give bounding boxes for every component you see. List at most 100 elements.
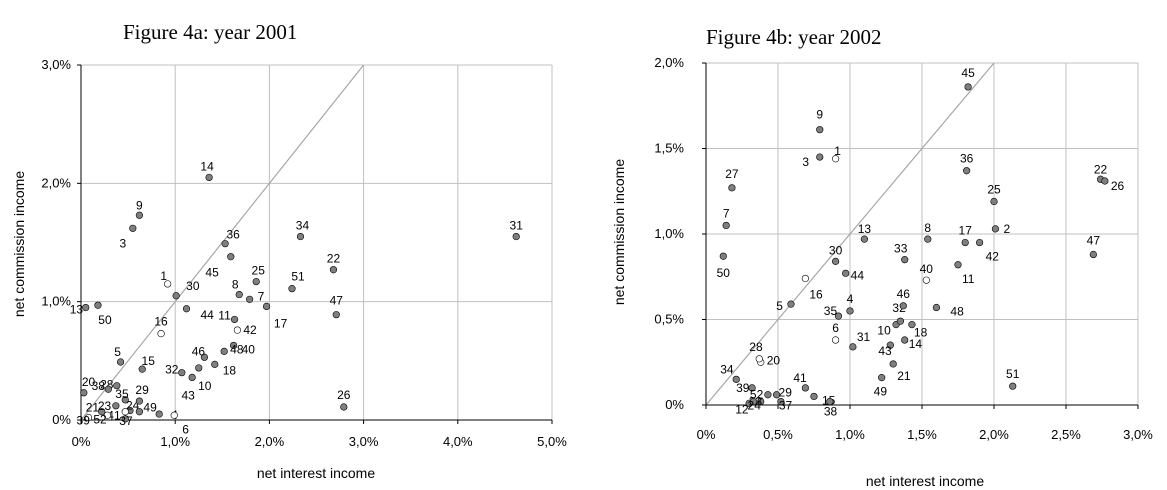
figure-4b-point-label-18: 18: [914, 326, 928, 340]
figure-4a-point-label-25: 25: [252, 264, 266, 278]
figure-4b-point-32: [896, 317, 905, 325]
figure-4a-point-23: [112, 402, 120, 410]
figure-4a-point-label-50: 50: [98, 313, 112, 327]
figure-4a-point-label-10: 10: [198, 379, 212, 393]
figure-4b-point-label-6: 6: [832, 321, 839, 335]
figure-4b-point-label-27: 27: [725, 167, 739, 181]
figure-4b-y-tick-label: 1,5%: [654, 141, 684, 156]
figure-4a-point-13: [82, 303, 90, 312]
figure-4a-point-label-29: 29: [135, 383, 149, 397]
figure-4a-point-label-17: 17: [274, 316, 288, 330]
figure-4a-point-15: [138, 365, 146, 373]
figure-4a-point-label-39: 39: [77, 414, 91, 428]
figure-4b-y-tick-label: 1,0%: [654, 226, 684, 241]
figure-4a-point-label-45: 45: [205, 266, 219, 280]
figure-4a-x-tick-label: 3,0%: [349, 434, 379, 449]
figure-4b-point-label-40: 40: [920, 262, 934, 276]
figure-4a-point-label-8: 8: [232, 278, 239, 292]
figure-4a-point-7: [246, 295, 254, 303]
figure-4b-x-tick-label: 3,0%: [1123, 427, 1153, 442]
figure-4a-point-label-42: 42: [243, 323, 257, 337]
figure-4a-y-tick-label: 2,0%: [41, 175, 71, 190]
figure-4a-point-label-35: 35: [115, 387, 129, 401]
figure-4b-point-37: [777, 397, 785, 406]
figure-4b-point-label-31: 31: [857, 330, 871, 344]
figure-4a-point-46: [200, 353, 209, 361]
figure-4a-plot: 0%1,0%2,0%3,0%4,0%5,0%0%1,0%2,0%3,0%1345…: [41, 57, 567, 449]
figure-4a-point-17: [262, 302, 271, 311]
figure-4b-x-tick-label: 1,5%: [907, 427, 937, 442]
figure-4b-point-label-44: 44: [851, 268, 865, 282]
figure-4a-point-label-32: 32: [165, 363, 179, 377]
figure-4b-point-48: [932, 303, 941, 312]
figure-4b-point-label-38: 38: [824, 405, 838, 419]
figure-4b-point-39: [748, 384, 756, 392]
figure-4a-x-tick-label: 1,0%: [160, 434, 190, 449]
figure-4b-point-15: [810, 392, 818, 401]
figure-4b-point-24: [749, 397, 758, 406]
figure-4b-point-label-13: 13: [858, 222, 872, 236]
figure-4b-point-label-7: 7: [723, 206, 730, 220]
figure-4b-point-label-33: 33: [894, 242, 908, 256]
figure-4a-y-tick-label: 1,0%: [41, 294, 71, 309]
figure-4b-point-label-46: 46: [897, 287, 911, 301]
figure-4a-point-30: [172, 292, 180, 300]
figure-4a-point-label-52: 52: [93, 412, 107, 426]
figure-4a-point-34: [296, 232, 305, 241]
figure-4b-point-6: [831, 336, 840, 344]
figure-4b-point-36: [963, 167, 971, 175]
figure-4a-point-label-5: 5: [114, 345, 121, 359]
figure-4b-point-38: [826, 397, 834, 406]
figure-4b-point-47: [1089, 250, 1097, 259]
figure-4b-point-label-4: 4: [847, 292, 854, 306]
figure-4b-point-4: [846, 307, 854, 315]
figure-4b-point-40: [922, 276, 930, 284]
figure-4a-point-48: [220, 347, 228, 355]
figure-4b-point-label-52: 52: [750, 388, 764, 402]
figure-4a-x-tick-label: 2,0%: [255, 434, 285, 449]
figure-4a-point-38: [104, 385, 112, 393]
figure-4b-point-label-48: 48: [950, 305, 964, 319]
figure-4a-point-label-16: 16: [154, 315, 168, 329]
figure-4b-point-5: [787, 300, 795, 308]
figure-4a-point-label-46: 46: [192, 344, 206, 358]
figure-4a-point-label-47: 47: [330, 294, 344, 308]
figure-4b-point-label-9: 9: [816, 108, 823, 122]
figure-4b-point-label-28: 28: [749, 340, 763, 354]
figure-4a-point-label-13: 13: [70, 303, 84, 317]
figure-4b-point-49: [878, 374, 886, 382]
figure-4b-x-tick-label: 2,0%: [979, 427, 1009, 442]
figure-4a-title: Figure 4a: year 2001: [123, 20, 297, 44]
figure-4b-point-label-1: 1: [834, 144, 841, 158]
figure-4a-point-label-44: 44: [201, 308, 215, 322]
figure-4b-y-tick-label: 0,5%: [654, 312, 684, 327]
figure-4a-point-label-7: 7: [258, 289, 265, 303]
figure-4b-point-3: [816, 153, 824, 161]
figure-4b-point-label-8: 8: [924, 221, 931, 235]
figure-4b-point-label-49: 49: [874, 385, 888, 399]
figure-4b-point-26: [1101, 177, 1109, 185]
figure-4a-point-45: [227, 253, 235, 261]
figure-4a-point-28: [113, 382, 121, 390]
figure-4a-x-tick-label: 0%: [72, 434, 91, 449]
figure-4a-point-label-11: 11: [218, 308, 231, 322]
figure-4b-point-14: [901, 336, 909, 344]
figure-4a-point-label-20: 20: [82, 375, 96, 389]
figure-4a-point-label-9: 9: [136, 198, 143, 212]
figure-4b-point-label-51: 51: [1006, 367, 1020, 381]
figure-4b-point-label-12: 12: [735, 402, 749, 416]
figure-4b-point-42: [975, 238, 984, 247]
figure-4a-point-label-38: 38: [92, 379, 106, 393]
figure-4a-y-tick-label: 0%: [52, 412, 71, 427]
figure-4b-point-label-21: 21: [897, 369, 911, 383]
figure-4a-point-label-51: 51: [291, 270, 305, 284]
figure-4a-point-29: [135, 397, 144, 405]
figure-4a-point-label-3: 3: [119, 236, 126, 250]
figure-4b-point-51: [1009, 382, 1017, 390]
figure-4b-point-label-14: 14: [909, 337, 923, 351]
figure-4a-point-39: [84, 414, 93, 422]
figure-4b-title: Figure 4b: year 2002: [706, 25, 882, 49]
figure-4b-point-33: [901, 256, 909, 264]
figure-4b-point-27: [728, 184, 736, 192]
